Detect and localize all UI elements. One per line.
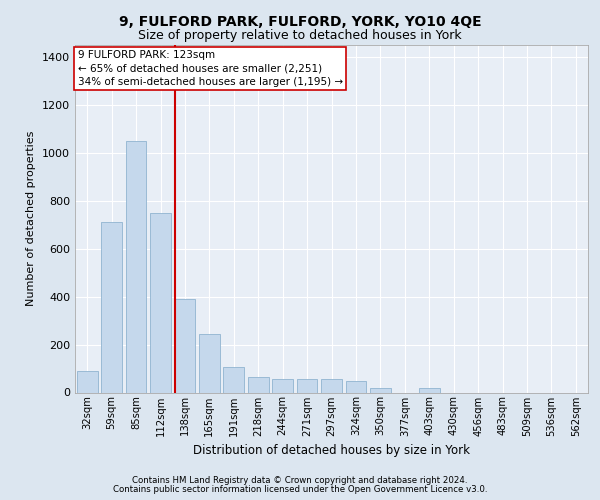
Bar	[199, 334, 220, 392]
Bar	[125, 141, 146, 393]
Bar	[101, 222, 122, 392]
Text: 9, FULFORD PARK, FULFORD, YORK, YO10 4QE: 9, FULFORD PARK, FULFORD, YORK, YO10 4QE	[119, 15, 481, 29]
Bar	[321, 380, 342, 392]
Bar	[272, 380, 293, 392]
Bar	[370, 388, 391, 392]
Text: Size of property relative to detached houses in York: Size of property relative to detached ho…	[138, 29, 462, 42]
Text: 9 FULFORD PARK: 123sqm
← 65% of detached houses are smaller (2,251)
34% of semi-: 9 FULFORD PARK: 123sqm ← 65% of detached…	[77, 50, 343, 86]
Bar	[77, 371, 98, 392]
Y-axis label: Number of detached properties: Number of detached properties	[26, 131, 37, 306]
Text: Contains HM Land Registry data © Crown copyright and database right 2024.: Contains HM Land Registry data © Crown c…	[132, 476, 468, 485]
Bar	[419, 388, 440, 392]
Bar	[175, 299, 196, 392]
Text: Contains public sector information licensed under the Open Government Licence v3: Contains public sector information licen…	[113, 484, 487, 494]
Bar	[346, 380, 367, 392]
Bar	[248, 377, 269, 392]
Bar	[150, 213, 171, 392]
Bar	[223, 368, 244, 392]
Bar	[296, 380, 317, 392]
X-axis label: Distribution of detached houses by size in York: Distribution of detached houses by size …	[193, 444, 470, 457]
